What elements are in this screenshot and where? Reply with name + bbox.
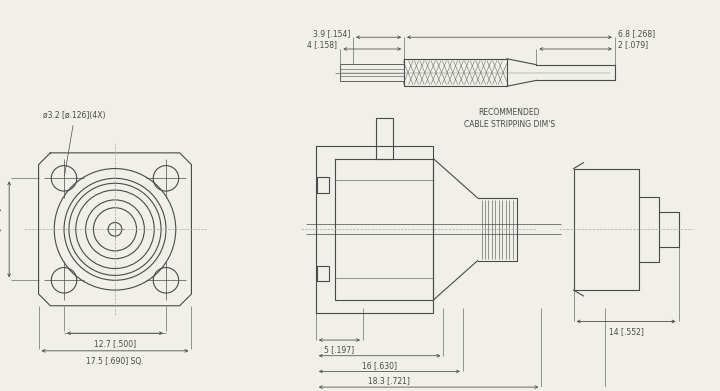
Text: 17.5 [.690] SQ.: 17.5 [.690] SQ. xyxy=(86,357,144,366)
Text: 18.3 [.721]: 18.3 [.721] xyxy=(369,376,410,385)
Text: 12.7 [.500]: 12.7 [.500] xyxy=(94,339,136,348)
Bar xyxy=(317,178,328,193)
Text: 16 [.630]: 16 [.630] xyxy=(362,361,397,369)
Text: RECOMMENDED
CABLE STRIPPING DIM'S: RECOMMENDED CABLE STRIPPING DIM'S xyxy=(464,108,555,129)
Text: 5 [.197]: 5 [.197] xyxy=(324,345,354,354)
Text: 6.8 [.268]: 6.8 [.268] xyxy=(618,29,655,38)
Text: 4 [.158]: 4 [.158] xyxy=(307,41,338,50)
Text: 14 [.552]: 14 [.552] xyxy=(608,327,644,336)
Text: 3.9 [.154]: 3.9 [.154] xyxy=(312,29,350,38)
Text: ø3.2 [ø.126](4X): ø3.2 [ø.126](4X) xyxy=(43,111,106,176)
Bar xyxy=(317,265,328,281)
Text: 2 [.079]: 2 [.079] xyxy=(618,41,648,50)
Text: 12.7 [.500]: 12.7 [.500] xyxy=(0,208,2,250)
